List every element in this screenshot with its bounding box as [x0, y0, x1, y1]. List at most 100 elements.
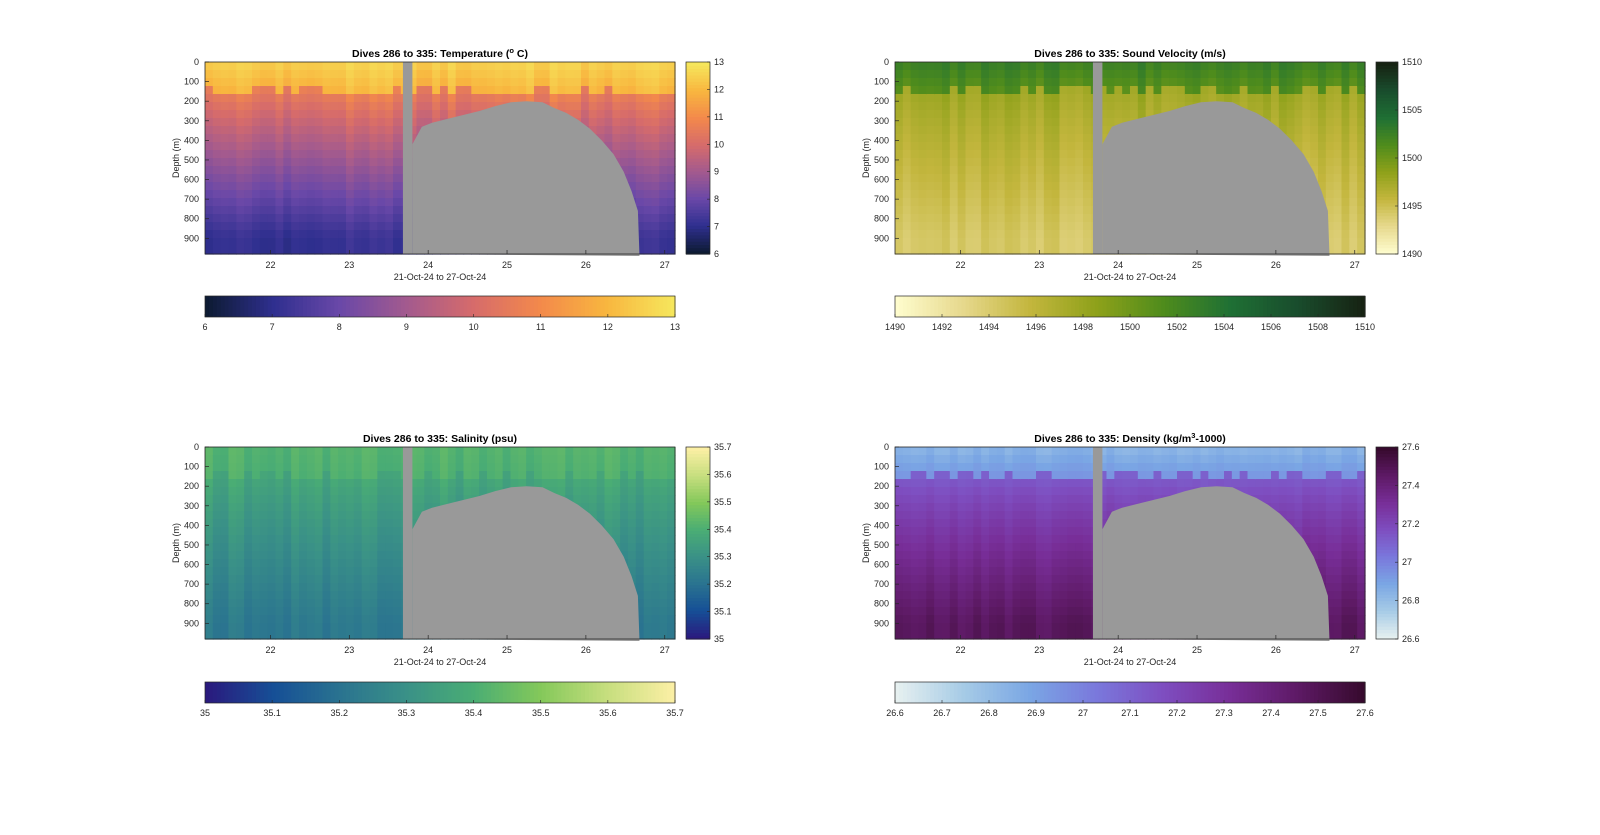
- heatmap-cell: [981, 78, 989, 87]
- heatmap-cell: [268, 62, 276, 71]
- heatmap-cell: [1005, 166, 1013, 175]
- heatmap-cell: [958, 86, 966, 95]
- heatmap-cell: [377, 158, 385, 167]
- heatmap-cell: [942, 158, 950, 167]
- heatmap-cell: [346, 102, 354, 111]
- heatmap-cell: [667, 182, 675, 191]
- heatmap-cell: [644, 86, 652, 95]
- heatmap-cell: [659, 543, 667, 552]
- heatmap-cell: [268, 447, 276, 456]
- heatmap-cell: [276, 607, 284, 616]
- colorbar-tick-label: 1494: [979, 322, 999, 332]
- heatmap-cell: [393, 455, 401, 464]
- heatmap-cell: [620, 527, 628, 536]
- heatmap-cell: [377, 503, 385, 512]
- colorbar-segment: [981, 296, 986, 317]
- colorbar-segment: [1126, 296, 1131, 317]
- heatmap-cell: [393, 591, 401, 600]
- heatmap-cell: [244, 222, 252, 231]
- heatmap-cell: [558, 455, 566, 464]
- heatmap-cell: [620, 543, 628, 552]
- colorbar-segment: [1036, 296, 1041, 317]
- heatmap-cell: [268, 70, 276, 79]
- heatmap-cell: [1349, 102, 1357, 111]
- heatmap-cell: [652, 78, 660, 87]
- heatmap-cell: [542, 86, 550, 95]
- heatmap-cell: [644, 110, 652, 119]
- heatmap-cell: [213, 150, 221, 159]
- heatmap-cell: [377, 575, 385, 584]
- heatmap-cell: [370, 567, 378, 576]
- heatmap-cell: [1138, 86, 1146, 95]
- heatmap-cell: [330, 166, 338, 175]
- heatmap-cell: [307, 230, 315, 239]
- heatmap-cell: [330, 86, 338, 95]
- heatmap-cell: [659, 511, 667, 520]
- heatmap-cell: [471, 78, 479, 87]
- heatmap-cell: [315, 62, 323, 71]
- colorbar-tick-label: 35.2: [714, 579, 732, 589]
- heatmap-cell: [260, 86, 268, 95]
- heatmap-cell: [260, 487, 268, 496]
- heatmap-cell: [926, 126, 934, 135]
- heatmap-cell: [291, 591, 299, 600]
- heatmap-cell: [299, 567, 307, 576]
- heatmap-cell: [1240, 62, 1248, 71]
- heatmap-cell: [526, 455, 534, 464]
- heatmap-cell: [299, 222, 307, 231]
- heatmap-cell: [252, 190, 260, 199]
- heatmap-cell: [628, 495, 636, 504]
- heatmap-cell: [1044, 246, 1052, 255]
- heatmap-cell: [260, 543, 268, 552]
- heatmap-cell: [244, 246, 252, 255]
- heatmap-cell: [236, 62, 244, 71]
- heatmap-cell: [236, 150, 244, 159]
- heatmap-cell: [1067, 174, 1075, 183]
- heatmap-cell: [252, 182, 260, 191]
- heatmap-cell: [1326, 86, 1334, 95]
- heatmap-cell: [385, 599, 393, 608]
- x-tick-label: 26: [581, 260, 591, 270]
- heatmap-cell: [926, 70, 934, 79]
- heatmap-cell: [370, 615, 378, 624]
- heatmap-cell: [903, 110, 911, 119]
- heatmap-cell: [299, 495, 307, 504]
- heatmap-cell: [213, 158, 221, 167]
- heatmap-cell: [370, 543, 378, 552]
- heatmap-cell: [581, 62, 589, 71]
- heatmap-cell: [315, 495, 323, 504]
- heatmap-cell: [1349, 70, 1357, 79]
- heatmap-cell: [911, 78, 919, 87]
- heatmap-cell: [338, 86, 346, 95]
- heatmap-cell: [377, 246, 385, 255]
- heatmap-cell: [213, 551, 221, 560]
- heatmap-cell: [636, 190, 644, 199]
- heatmap-cell: [636, 94, 644, 103]
- heatmap-cell: [252, 86, 260, 95]
- heatmap-cell: [370, 134, 378, 143]
- heatmap-cell: [1349, 206, 1357, 215]
- heatmap-cell: [1357, 134, 1365, 143]
- heatmap-cell: [291, 166, 299, 175]
- heatmap-cell: [1334, 86, 1342, 95]
- colorbar-tick-label: 35.7: [714, 442, 732, 452]
- heatmap-cell: [659, 479, 667, 488]
- colorbar-segment: [942, 296, 947, 317]
- heatmap-cell: [597, 62, 605, 71]
- heatmap-cell: [1201, 62, 1209, 71]
- colorbar-segment: [338, 296, 343, 317]
- heatmap-cell: [926, 62, 934, 71]
- heatmap-cell: [377, 511, 385, 520]
- heatmap-cell: [1201, 70, 1209, 79]
- heatmap-cell: [605, 511, 613, 520]
- heatmap-cell: [338, 455, 346, 464]
- colorbar-segment: [558, 296, 563, 317]
- heatmap-cell: [1326, 190, 1334, 199]
- heatmap-cell: [1028, 206, 1036, 215]
- heatmap-cell: [628, 102, 636, 111]
- heatmap-cell: [252, 559, 260, 568]
- heatmap-cell: [315, 631, 323, 640]
- heatmap-cell: [370, 495, 378, 504]
- colorbar-segment: [585, 296, 590, 317]
- colorbar-segment: [260, 296, 265, 317]
